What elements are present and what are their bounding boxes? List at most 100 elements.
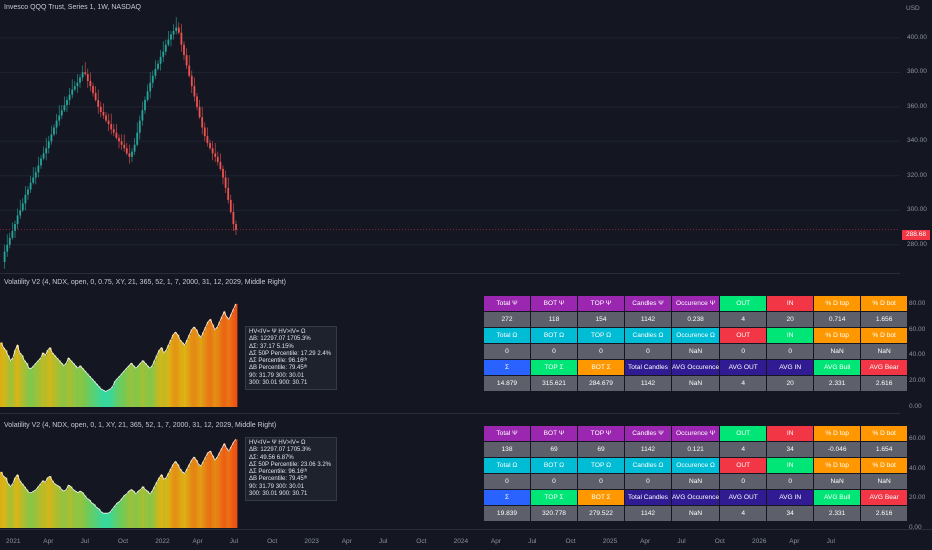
candle-body <box>66 99 68 106</box>
volatility-bar <box>92 504 96 528</box>
stats-value-cell: 0 <box>483 473 531 490</box>
stats-header-row: Total Ψ BOT Ψ TOP Ψ Candles Ψ Occurence Ψ OUT… <box>483 295 909 312</box>
candle-body <box>180 32 183 45</box>
candle-body <box>190 75 193 87</box>
pane1-y-tick-label: 40.00 <box>909 351 926 359</box>
volatility-bar <box>230 446 233 528</box>
volatility-bar <box>48 476 52 528</box>
stats-header-row: Total Ψ BOT Ψ TOP Ψ Candles Ψ Occurence Ψ OUT… <box>483 425 909 442</box>
currency-label: USD <box>906 5 920 12</box>
candle-body <box>71 89 74 95</box>
pane-separator[interactable] <box>0 273 900 274</box>
candle-body <box>58 115 61 121</box>
volatility-bar <box>132 365 136 407</box>
volatility-bar <box>18 480 22 528</box>
stats-value-cell: 2.331 <box>813 505 862 522</box>
volatility-bar <box>99 388 103 407</box>
stats-value-cell: NaN <box>670 343 721 360</box>
price-tick-label: 320.00 <box>907 171 927 179</box>
stats-value-cell: 20 <box>766 311 815 328</box>
candle-body <box>50 134 53 142</box>
stats-value-row: 138 69 69 1142 0.121 4 34 -0.046 1.654 <box>483 441 909 458</box>
candle-body <box>112 129 115 133</box>
volatility-bar <box>0 471 3 528</box>
volatility-bar <box>206 321 210 407</box>
candlestick-chart[interactable] <box>0 0 900 272</box>
volatility-bar <box>4 477 8 528</box>
candle-body <box>42 153 45 159</box>
candle-body <box>172 30 175 35</box>
stats-value-cell: 272 <box>483 311 531 328</box>
volatility-bar <box>113 381 117 407</box>
price-tick-label: 340.00 <box>907 137 927 145</box>
info-line: ΔΣ Percentile: 96.16ᵗʰ <box>249 469 308 476</box>
volatility-bar <box>85 373 89 407</box>
stats-value-cell: 20 <box>766 375 815 392</box>
stats-header-cell: AVG Occurence <box>670 359 721 376</box>
candle-body <box>107 120 110 125</box>
volatility-bar <box>90 378 94 407</box>
pane2-indicator-title[interactable]: Volatility V2 (4, NDX, open, 0, 1, XY, 2… <box>4 422 277 429</box>
volatility-bar <box>6 483 10 528</box>
stats-header-cell: IN <box>766 327 815 344</box>
candle-body <box>19 210 22 216</box>
stats-value-cell: 4 <box>719 505 768 522</box>
stats-header-cell: BOT Ψ <box>530 425 578 442</box>
volatility-bar <box>48 347 52 407</box>
candle-body <box>55 120 58 128</box>
volatility-bar <box>153 360 157 407</box>
volatility-area-chart-1[interactable] <box>0 287 240 407</box>
stats-header-cell: TOP Ω <box>577 457 625 474</box>
volatility-bar <box>16 345 19 407</box>
volatility-line <box>0 303 237 392</box>
stats-header-cell: Total Ψ <box>483 295 531 312</box>
volatility-bar <box>176 464 180 528</box>
last-price-tag: 288.68 <box>902 230 930 240</box>
volatility-area-chart-2[interactable] <box>0 428 240 528</box>
volatility-bar <box>151 491 154 528</box>
candle-body <box>3 251 6 262</box>
candle-body <box>138 120 141 133</box>
pane-separator[interactable] <box>0 413 900 414</box>
volatility-bar <box>130 489 133 528</box>
candle-body <box>27 189 29 195</box>
volatility-bar <box>123 495 126 528</box>
volatility-bar <box>192 457 196 528</box>
pane1-y-tick-label: 0.00 <box>909 403 922 410</box>
volatility-bar <box>188 334 191 407</box>
price-pane[interactable]: Invesco QQQ Trust, Series 1, 1W, NASDAQ <box>0 0 900 272</box>
candle-body <box>211 148 214 154</box>
candle-body <box>131 151 133 157</box>
candle-body <box>120 141 123 145</box>
pane2-y-tick-label: 60.00 <box>909 435 926 443</box>
candle-body <box>94 93 97 100</box>
stats-header-cell: Candles Ω <box>624 457 672 474</box>
candle-body <box>97 99 100 107</box>
stats-header-cell: IN <box>766 295 815 312</box>
candle-body <box>209 143 211 149</box>
stats-value-cell: 0.714 <box>813 311 862 328</box>
volatility-bar <box>162 352 166 407</box>
stats-header-cell: AVG Bear <box>860 359 909 376</box>
volatility-bar <box>74 491 78 528</box>
time-tick-label: Apr <box>341 538 352 545</box>
volatility-bar <box>185 339 189 407</box>
stats-header-cell: TOP Σ <box>530 489 578 506</box>
volatility-bar <box>27 492 31 528</box>
time-tick-label: Jul <box>379 538 388 545</box>
candle-body <box>8 237 11 245</box>
volatility-bar <box>51 480 54 528</box>
time-tick-label: 2025 <box>602 538 618 545</box>
stats-header-cell: AVG Bear <box>860 489 909 506</box>
volatility-bar <box>209 451 212 528</box>
stats-header-cell: AVG IN <box>766 489 815 506</box>
volatility-bar <box>230 314 233 407</box>
candle-body <box>128 153 131 157</box>
candle-body <box>29 182 32 190</box>
pane1-indicator-title[interactable]: Volatility V2 (4, NDX, open, 0, 0.75, XY… <box>4 279 286 286</box>
time-tick-label: Apr <box>43 538 54 545</box>
volatility-bar <box>4 350 8 407</box>
volatility-bar <box>41 480 45 528</box>
candle-body <box>198 106 201 118</box>
volatility-bar <box>202 461 205 528</box>
